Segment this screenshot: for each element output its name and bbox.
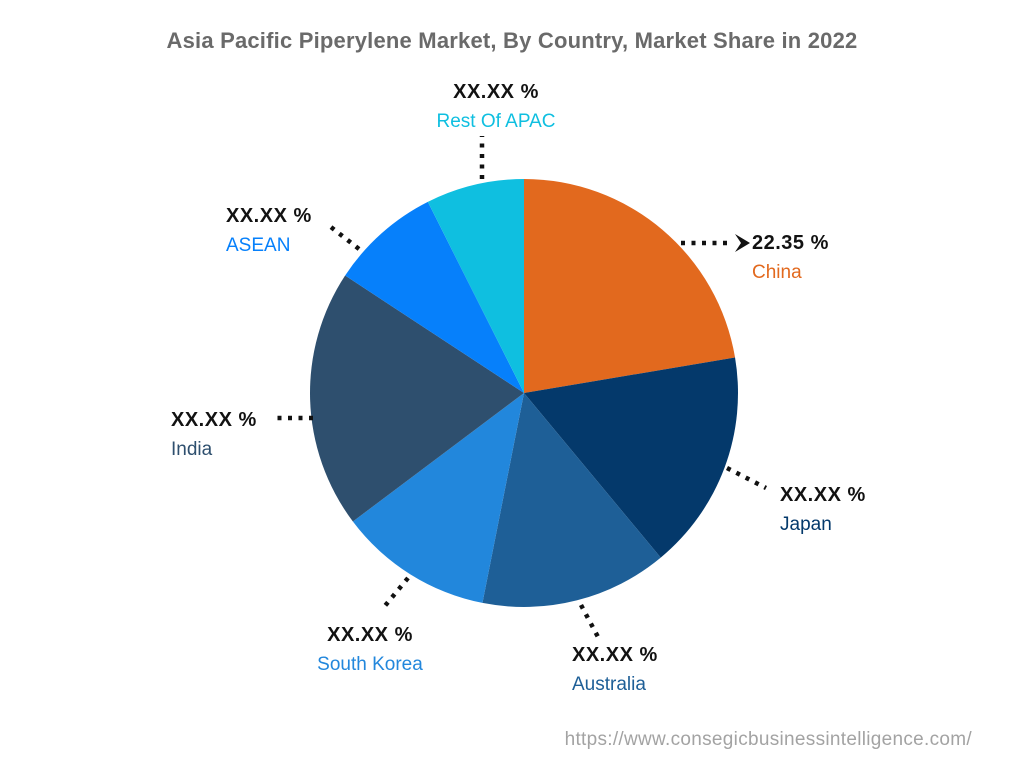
leader-line-australia [579, 603, 600, 639]
slice-value-rest-of-apac: XX.XX % [453, 81, 539, 103]
slice-label-china: 22.35 % China [752, 229, 829, 287]
slice-label-india: XX.XX % India [171, 406, 257, 464]
source-url: https://www.consegicbusinessintelligence… [564, 729, 972, 750]
slice-name-japan: Japan [780, 514, 832, 535]
slice-name-south-korea: South Korea [317, 654, 423, 675]
slice-name-australia: Australia [572, 674, 646, 695]
slice-name-rest-of-apac: Rest Of APAC [436, 111, 556, 132]
pie-slice-india [310, 275, 524, 522]
slice-value-china: 22.35 % [752, 232, 829, 254]
slice-label-rest-of-apac: XX.XX % Rest Of APAC [376, 78, 616, 136]
slice-label-south-korea: XX.XX % South Korea [250, 621, 490, 679]
pie-slice-rest-of-apac [427, 179, 524, 393]
pie-slice-asean [345, 201, 524, 393]
slice-value-asean: XX.XX % [226, 205, 312, 227]
chart-title: Asia Pacific Piperylene Market, By Count… [166, 28, 858, 53]
slice-value-australia: XX.XX % [572, 644, 658, 666]
slice-value-south-korea: XX.XX % [327, 624, 413, 646]
pie-slice-japan [524, 357, 738, 558]
slice-label-australia: XX.XX % Australia [572, 641, 658, 699]
slice-value-japan: XX.XX % [780, 484, 866, 506]
leader-line-japan [725, 465, 768, 491]
slice-name-asean: ASEAN [226, 235, 291, 256]
slice-value-india: XX.XX % [171, 409, 257, 431]
leader-line-asean [325, 222, 361, 251]
leader-line-south-korea [382, 576, 410, 609]
slice-name-india: India [171, 439, 213, 460]
slice-label-asean: XX.XX % ASEAN [226, 202, 312, 260]
pie-slice-south-korea [352, 393, 524, 603]
pie-slice-china [524, 179, 736, 393]
pie-slice-australia [482, 393, 661, 608]
leader-arrowhead-icon [735, 234, 750, 252]
slice-label-japan: XX.XX % Japan [780, 481, 866, 539]
slice-name-china: China [752, 262, 802, 283]
